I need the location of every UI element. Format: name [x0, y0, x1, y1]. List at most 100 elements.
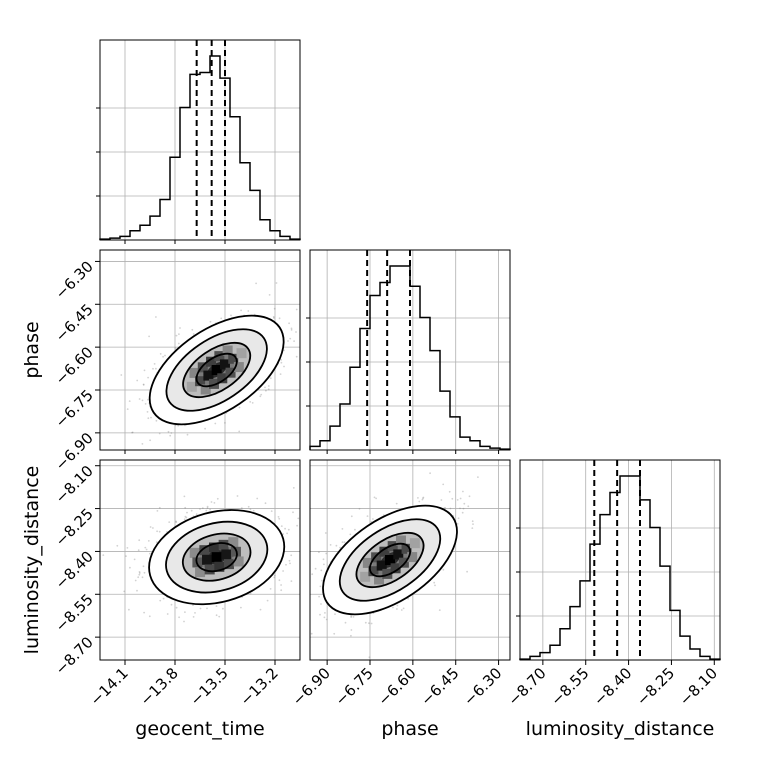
- y-tick-label: −6.45: [52, 300, 97, 345]
- sample-point: [158, 506, 161, 509]
- sample-point: [148, 615, 151, 618]
- sample-point: [149, 526, 152, 528]
- density-cell: [236, 348, 247, 359]
- sample-point: [174, 347, 177, 349]
- sample-point: [283, 365, 285, 368]
- sample-point: [169, 434, 172, 437]
- sample-point: [318, 551, 320, 554]
- sample-point: [323, 616, 326, 619]
- sample-point: [314, 567, 317, 570]
- sample-point: [280, 589, 283, 592]
- density-cell: [376, 560, 387, 571]
- sample-point: [278, 317, 281, 320]
- sample-point: [136, 589, 138, 592]
- sample-point: [138, 572, 141, 574]
- x-tick-label: −8.70: [504, 664, 549, 709]
- sample-point: [318, 595, 320, 598]
- sample-point: [158, 432, 161, 435]
- density-cell: [395, 535, 406, 546]
- density-cell: [218, 539, 229, 550]
- density-cell: [206, 356, 217, 367]
- sample-point: [216, 497, 219, 500]
- sample-point: [320, 603, 322, 605]
- sample-point: [265, 389, 267, 392]
- sample-point: [290, 329, 293, 331]
- sample-point: [259, 608, 262, 611]
- sample-point: [270, 510, 273, 512]
- x-tick-label: −8.10: [676, 664, 721, 709]
- sample-point: [289, 337, 292, 340]
- sample-point: [183, 518, 186, 521]
- sample-point: [195, 513, 198, 515]
- sample-point: [224, 422, 226, 424]
- sample-point: [137, 549, 140, 552]
- sample-point: [290, 554, 293, 557]
- sample-point: [141, 576, 144, 579]
- y-tick-label: −6.30: [52, 258, 97, 303]
- sample-point: [220, 317, 223, 320]
- density-cell: [233, 362, 244, 373]
- sample-point: [126, 547, 129, 549]
- sample-point: [192, 616, 195, 618]
- sample-point: [184, 611, 186, 613]
- y-tick-label: −6.60: [52, 343, 97, 388]
- sample-point: [123, 590, 126, 593]
- sample-point: [366, 515, 369, 517]
- contour-line: [148, 314, 285, 426]
- contour-line: [338, 518, 442, 602]
- sample-point: [144, 403, 147, 405]
- xlabel-phase: phase: [381, 718, 438, 740]
- sample-point: [273, 317, 275, 319]
- sample-point: [273, 574, 276, 577]
- sample-point: [292, 511, 294, 514]
- x-tick-label: −8.25: [633, 664, 678, 709]
- sample-point: [147, 540, 150, 542]
- sample-point: [267, 385, 270, 387]
- sample-point: [418, 500, 421, 503]
- sample-point: [286, 532, 288, 535]
- sample-point: [266, 599, 269, 602]
- sample-point: [407, 597, 410, 600]
- sample-point: [272, 316, 275, 318]
- density-cell: [200, 384, 211, 395]
- sample-point: [280, 584, 282, 586]
- sample-point: [462, 490, 464, 493]
- x-tick-label: −14.1: [87, 664, 132, 709]
- sample-point: [323, 563, 325, 566]
- sample-point: [147, 417, 150, 420]
- sample-point: [142, 565, 145, 568]
- sample-point: [209, 508, 212, 511]
- density-cell: [398, 557, 409, 568]
- scatter-panel-phase-luminosity_distance: [309, 459, 511, 661]
- sample-point: [127, 608, 130, 611]
- sample-point: [138, 573, 141, 576]
- sample-point: [210, 501, 213, 503]
- sample-point: [170, 432, 173, 434]
- sample-point: [442, 568, 445, 571]
- density-cell: [209, 542, 220, 553]
- sample-point: [344, 621, 347, 624]
- sample-point: [295, 331, 297, 333]
- sample-point: [238, 406, 241, 409]
- xlabel-luminosity_distance: luminosity_distance: [526, 718, 715, 740]
- density-cell: [195, 567, 206, 578]
- sample-point: [280, 361, 283, 364]
- sample-point: [147, 376, 150, 379]
- sample-point: [311, 573, 314, 576]
- sample-point: [459, 507, 461, 510]
- sample-point: [159, 599, 162, 602]
- density-cell: [189, 547, 200, 558]
- sample-point: [143, 611, 146, 614]
- density-cell: [379, 546, 390, 557]
- y-tick-label: −8.40: [52, 548, 97, 593]
- sample-point: [280, 525, 283, 527]
- sample-point: [168, 521, 171, 523]
- sample-point: [192, 333, 195, 335]
- sample-point: [137, 576, 140, 579]
- sample-point: [354, 528, 356, 531]
- density-cell: [371, 552, 382, 563]
- sample-point: [186, 511, 188, 514]
- sample-point: [278, 579, 281, 582]
- contour-line: [369, 542, 411, 578]
